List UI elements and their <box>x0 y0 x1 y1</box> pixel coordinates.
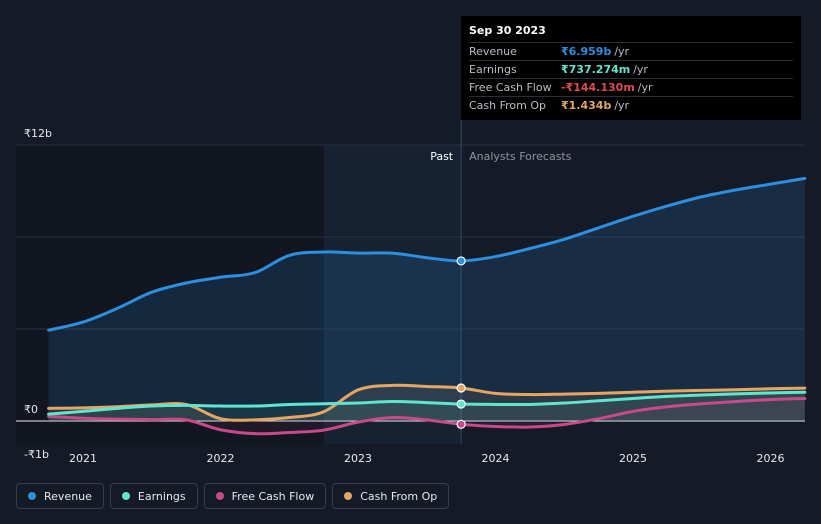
legend-label: Earnings <box>137 489 186 503</box>
series-area-revenue <box>48 178 805 421</box>
series-line-free-cash-flow <box>47 396 807 436</box>
x-axis-tick-label: 2026 <box>757 452 785 465</box>
series-line-cash-from-op <box>47 383 807 422</box>
x-axis-tick-label: 2022 <box>207 452 235 465</box>
tooltip-row-cash-from-op: Cash From Op ₹1.434b /yr <box>469 96 793 114</box>
data-tooltip: Sep 30 2023 Revenue ₹6.959b /yr Earnings… <box>461 16 801 120</box>
tooltip-date: Sep 30 2023 <box>469 24 546 37</box>
y-axis-label: -₹1b <box>24 448 49 461</box>
legend-label: Cash From Op <box>360 489 438 503</box>
legend-item-revenue[interactable]: Revenue <box>16 483 104 509</box>
legend-dot-icon <box>28 492 36 500</box>
x-axis-tick-label: 2024 <box>482 452 510 465</box>
legend-item-earnings[interactable]: Earnings <box>109 483 198 509</box>
tooltip-row-value: ₹737.274m <box>561 63 631 76</box>
legend-label: Free Cash Flow <box>231 489 315 503</box>
series-line-earnings <box>47 390 807 416</box>
tooltip-row-earnings: Earnings ₹737.274m /yr <box>469 60 793 78</box>
legend-dot-icon <box>121 492 130 500</box>
tooltip-row-unit: /yr <box>614 99 630 112</box>
legend-dot-icon <box>344 492 353 500</box>
x-axis-tick-label: 2023 <box>344 452 372 465</box>
forecast-label: Analysts Forecasts <box>469 150 572 163</box>
y-axis-label: ₹0 <box>24 403 38 416</box>
x-axis-tick-label: 2025 <box>619 452 647 465</box>
y-axis-label: ₹12b <box>24 127 52 140</box>
tooltip-row-label: Cash From Op <box>469 99 547 112</box>
tooltip-row-revenue: Revenue ₹6.959b /yr <box>469 42 793 60</box>
tooltip-row-label: Revenue <box>469 45 517 58</box>
tooltip-row-label: Free Cash Flow <box>469 81 552 94</box>
tooltip-row-unit: /yr <box>633 63 648 76</box>
tooltip-row-unit: /yr <box>637 81 653 94</box>
past-label: Past <box>430 150 454 163</box>
tooltip-row-unit: /yr <box>614 45 630 58</box>
series-area-free-cash-flow <box>48 398 805 434</box>
highlight-band <box>323 145 462 444</box>
legend-label: Revenue <box>44 489 92 503</box>
legend-item-free-cash-flow[interactable]: Free Cash Flow <box>203 483 327 509</box>
series-marker-free-cash-flow <box>456 419 466 429</box>
legend-item-cash-from-op[interactable]: Cash From Op <box>332 483 450 509</box>
series-line-revenue <box>47 176 807 332</box>
tooltip-row-free-cash-flow: Free Cash Flow -₹144.130m /yr <box>469 78 793 96</box>
tooltip-row-value: ₹6.959b <box>561 45 612 58</box>
series-marker-earnings <box>456 399 466 409</box>
series-marker-cash-from-op <box>456 383 466 393</box>
chart-legend: Revenue Earnings Free Cash Flow Cash Fro… <box>16 483 450 509</box>
series-marker-revenue <box>456 256 466 266</box>
tooltip-row-value: -₹144.130m <box>561 81 635 94</box>
legend-dot-icon <box>215 492 224 500</box>
tooltip-row-value: ₹1.434b <box>561 99 612 112</box>
tooltip-row-label: Earnings <box>469 63 517 76</box>
x-axis-tick-label: 2021 <box>69 452 97 465</box>
